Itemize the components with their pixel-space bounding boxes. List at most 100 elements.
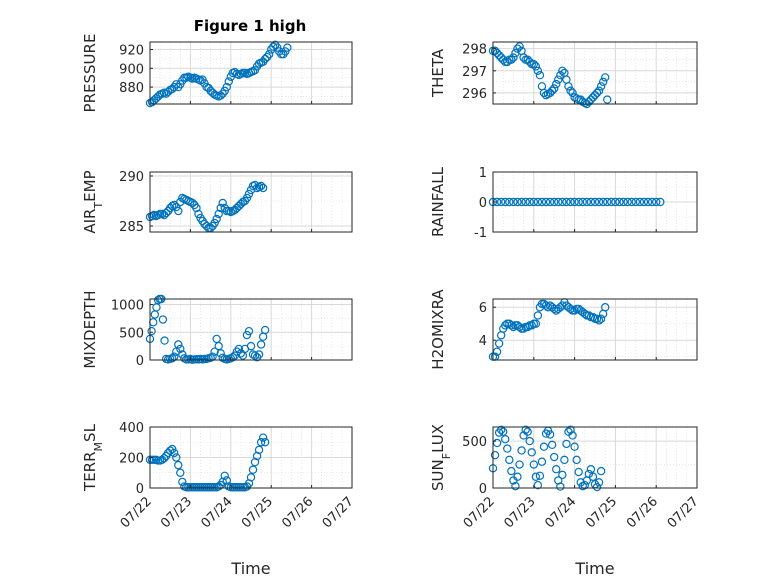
data-point bbox=[192, 203, 201, 213]
data-point bbox=[222, 82, 231, 92]
data-point bbox=[623, 197, 632, 207]
data-point bbox=[176, 468, 185, 477]
data-point bbox=[264, 50, 274, 59]
data-point bbox=[596, 314, 606, 323]
data-point bbox=[513, 44, 522, 53]
data-point bbox=[147, 326, 156, 336]
data-point bbox=[521, 197, 530, 207]
data-point bbox=[611, 197, 620, 207]
data-point bbox=[556, 303, 565, 312]
data-point bbox=[525, 197, 534, 207]
data-point bbox=[562, 197, 571, 207]
data-point bbox=[596, 82, 606, 91]
data-point bbox=[594, 197, 604, 207]
data-point bbox=[503, 57, 512, 67]
data-point bbox=[656, 197, 665, 207]
data-point bbox=[531, 62, 541, 71]
data-point bbox=[501, 435, 510, 444]
data-point bbox=[527, 448, 536, 457]
data-point bbox=[254, 445, 264, 455]
data-point bbox=[566, 425, 575, 435]
y-axis-label: AIRTEMP bbox=[81, 170, 105, 233]
data-point bbox=[574, 467, 583, 477]
subplot-2: 296 297 298 THETA bbox=[429, 41, 698, 109]
data-point bbox=[570, 197, 579, 207]
y-tick-label: 0 bbox=[136, 482, 144, 497]
data-point bbox=[558, 197, 567, 207]
axes-box bbox=[149, 41, 353, 105]
data-point bbox=[541, 197, 551, 207]
data-point bbox=[543, 303, 553, 312]
data-point bbox=[246, 341, 256, 351]
y-tick-label: 6 bbox=[479, 301, 487, 316]
y-axis-label: RAINFALL bbox=[429, 166, 447, 237]
data-point bbox=[598, 197, 608, 207]
y-tick-label: 880 bbox=[119, 81, 144, 96]
data-point bbox=[564, 82, 573, 91]
data-point bbox=[505, 197, 514, 207]
y-tick-label: 920 bbox=[119, 44, 144, 59]
data-point bbox=[568, 88, 577, 98]
data-point bbox=[168, 354, 177, 363]
data-point bbox=[643, 197, 653, 207]
y-tick-label: 285 bbox=[119, 220, 144, 235]
data-point bbox=[592, 88, 602, 98]
subplot-1: 880 900 920 PRESSURE bbox=[81, 34, 353, 113]
y-axis-label: TERRMSL bbox=[81, 423, 105, 492]
data-point bbox=[244, 189, 254, 199]
data-point bbox=[535, 71, 545, 80]
subplot-4: -1 0 1 RAINFALL bbox=[429, 166, 698, 241]
data-point bbox=[515, 322, 524, 332]
data-point bbox=[501, 197, 510, 207]
data-point bbox=[566, 304, 575, 314]
data-point bbox=[539, 88, 549, 98]
data-point bbox=[513, 197, 522, 207]
data-point bbox=[256, 340, 266, 349]
axes-box bbox=[149, 298, 353, 361]
y-tick-label: -1 bbox=[474, 226, 487, 241]
data-point bbox=[594, 86, 604, 95]
data-point bbox=[509, 53, 518, 62]
subplot-5: 0 500 1000 MIXDEPTH bbox=[81, 290, 353, 369]
y-axis-label: PRESSURE bbox=[81, 34, 99, 113]
data-point bbox=[529, 59, 539, 69]
data-point bbox=[570, 442, 579, 451]
y-tick-label: 296 bbox=[462, 87, 487, 102]
figure-title: Figure 1 high bbox=[194, 17, 307, 35]
data-point bbox=[603, 197, 612, 207]
data-point bbox=[254, 350, 264, 359]
data-point bbox=[607, 197, 616, 207]
axes-box bbox=[492, 298, 698, 361]
data-point bbox=[519, 53, 528, 62]
data-point bbox=[523, 427, 532, 436]
data-point bbox=[527, 321, 536, 330]
data-point bbox=[224, 77, 233, 86]
data-point bbox=[588, 472, 598, 481]
data-point bbox=[218, 198, 227, 208]
y-tick-label: 200 bbox=[119, 452, 144, 467]
data-point bbox=[529, 460, 539, 469]
data-point bbox=[533, 66, 543, 75]
subplot-grid: 880 900 920 PRESSURE 296 297 298 THETA 285 290 AIR… bbox=[81, 34, 702, 532]
data-point bbox=[256, 181, 266, 191]
data-point bbox=[161, 208, 171, 218]
data-point bbox=[521, 425, 530, 435]
data-point bbox=[490, 450, 500, 460]
data-point bbox=[531, 319, 541, 328]
data-point bbox=[260, 325, 270, 335]
y-tick-label: 500 bbox=[462, 435, 487, 450]
x-axis-label-right: Time bbox=[574, 559, 614, 578]
data-point bbox=[550, 84, 559, 93]
y-axis-label: THETA bbox=[429, 48, 447, 98]
data-point bbox=[601, 73, 610, 82]
data-point bbox=[496, 197, 506, 207]
data-point bbox=[594, 478, 604, 487]
data-point bbox=[570, 306, 579, 315]
data-point bbox=[529, 197, 539, 207]
data-point bbox=[242, 193, 252, 203]
y-tick-label: 0 bbox=[479, 482, 487, 497]
data-point bbox=[558, 470, 567, 480]
data-point bbox=[639, 197, 649, 207]
